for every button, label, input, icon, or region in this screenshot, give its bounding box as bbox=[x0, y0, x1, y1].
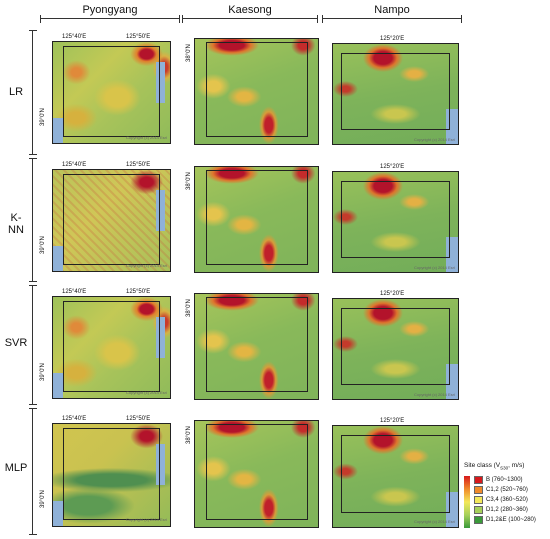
lat-label-kaesong-svr: 38°0′N bbox=[186, 299, 192, 317]
lon-label-125-40: 125°40′E bbox=[62, 34, 87, 40]
lat-label-pyongyang-knn: 39°0′N bbox=[40, 236, 46, 254]
copyright-text: Copyright (c) 2014 Esri bbox=[126, 390, 167, 395]
copyright-text: Copyright (c) 2014 Esri bbox=[126, 517, 167, 522]
legend-item-d12e: D1,2&E (100~280) bbox=[474, 516, 536, 524]
copyright-text: Copyright (c) 2014 Esri bbox=[126, 135, 167, 140]
map-kaesong-lr bbox=[194, 38, 319, 145]
legend-item-c12: C1,2 (520~760) bbox=[474, 486, 528, 494]
lon-label-nampo-knn: 125°20′E bbox=[380, 164, 405, 170]
lon-label-125-50: 125°50′E bbox=[126, 162, 151, 168]
map-kaesong-svr bbox=[194, 293, 319, 400]
map-pyongyang-lr bbox=[52, 41, 171, 144]
legend-swatch bbox=[474, 476, 483, 484]
lat-label-kaesong-mlp: 38°0′N bbox=[186, 426, 192, 444]
lon-label-nampo-mlp: 125°20′E bbox=[380, 418, 405, 424]
lon-label-125-50: 125°50′E bbox=[126, 416, 151, 422]
copyright-text: Copyright (c) 2014 Esri bbox=[414, 137, 455, 142]
lon-label-nampo-svr: 125°20′E bbox=[380, 291, 405, 297]
lat-label-pyongyang-mlp: 39°0′N bbox=[40, 490, 46, 508]
copyright-text: Copyright (c) 2014 Esri bbox=[414, 265, 455, 270]
map-nampo-lr bbox=[332, 43, 459, 145]
lon-label-125-40: 125°40′E bbox=[62, 289, 87, 295]
row-label-mlp: MLP bbox=[4, 462, 28, 474]
lat-label-kaesong-knn: 38°0′N bbox=[186, 172, 192, 190]
column-header-kaesong: Kaesong bbox=[228, 4, 272, 16]
lon-label-nampo-lr: 125°20′E bbox=[380, 36, 405, 42]
map-kaesong-knn bbox=[194, 166, 319, 273]
lat-label-pyongyang-svr: 39°0′N bbox=[40, 363, 46, 381]
column-bracket-kaesong bbox=[182, 15, 318, 23]
row-bracket-svr bbox=[29, 285, 37, 405]
map-nampo-mlp bbox=[332, 425, 459, 528]
column-header-nampo: Nampo bbox=[374, 4, 410, 16]
column-bracket-pyongyang bbox=[40, 15, 180, 23]
column-header-pyongyang: Pyongyang bbox=[82, 4, 138, 16]
copyright-text: Copyright (c) 2014 Esri bbox=[414, 392, 455, 397]
legend-title: Site class (VS30, m/s) bbox=[464, 462, 525, 471]
copyright-text: Copyright (c) 2014 Esri bbox=[126, 263, 167, 268]
row-bracket-lr bbox=[29, 30, 37, 155]
legend-item-c34: C3,4 (360~520) bbox=[474, 496, 528, 504]
legend-item-d12: D1,2 (280~360) bbox=[474, 506, 528, 514]
row-label-svr: SVR bbox=[4, 337, 28, 349]
row-bracket-knn bbox=[29, 158, 37, 282]
map-nampo-svr bbox=[332, 298, 459, 400]
map-pyongyang-svr bbox=[52, 296, 171, 399]
lon-label-125-40: 125°40′E bbox=[62, 416, 87, 422]
legend-item-b: B (760~1300) bbox=[474, 476, 523, 484]
lon-label-125-50: 125°50′E bbox=[126, 289, 151, 295]
legend-swatch bbox=[474, 516, 483, 524]
map-nampo-knn bbox=[332, 171, 459, 273]
legend-swatch bbox=[474, 496, 483, 504]
map-pyongyang-mlp bbox=[52, 423, 171, 527]
row-label-knn: K-NN bbox=[8, 212, 24, 236]
row-label-lr: LR bbox=[8, 86, 24, 98]
legend-swatch bbox=[474, 486, 483, 494]
map-pyongyang-knn bbox=[52, 169, 171, 272]
lon-label-125-40: 125°40′E bbox=[62, 162, 87, 168]
lat-label-pyongyang-lr: 39°0′N bbox=[40, 108, 46, 126]
column-bracket-nampo bbox=[322, 15, 462, 23]
site-class-legend: Site class (VS30, m/s) B (760~1300) C1,2… bbox=[464, 462, 550, 528]
copyright-text: Copyright (c) 2014 Esri bbox=[414, 519, 455, 524]
legend-color-bar bbox=[464, 476, 470, 528]
legend-swatch bbox=[474, 506, 483, 514]
lon-label-125-50: 125°50′E bbox=[126, 34, 151, 40]
map-kaesong-mlp bbox=[194, 420, 319, 528]
row-bracket-mlp bbox=[29, 408, 37, 535]
lat-label-kaesong-lr: 38°0′N bbox=[186, 44, 192, 62]
